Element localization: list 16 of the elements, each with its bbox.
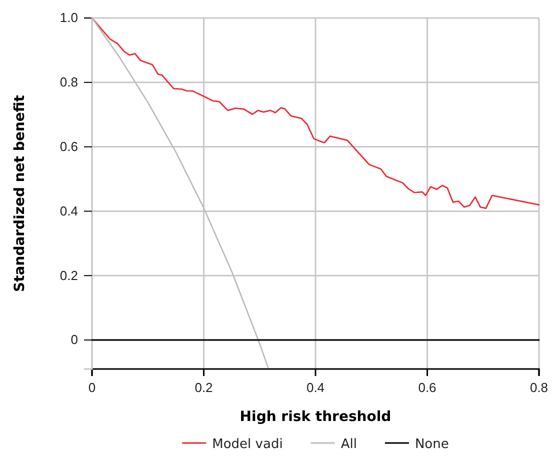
x-tick-label: 0.4 <box>306 380 325 395</box>
legend-label: Model vadi <box>212 437 283 452</box>
legend-label: None <box>414 437 449 452</box>
y-tick-label: 0.2 <box>60 268 78 283</box>
x-tick-label: 0.2 <box>194 380 213 395</box>
y-tick-label: 0.4 <box>60 203 78 218</box>
y-tick-label: 1.0 <box>60 10 78 26</box>
legend-label: All <box>340 437 357 452</box>
y-tick-label: 0.6 <box>60 138 78 154</box>
y-axis-title: Standardized net benefit <box>12 94 28 292</box>
x-axis-title: High risk threshold <box>240 409 392 425</box>
x-tick-label: 0.6 <box>418 380 436 395</box>
y-tick-label: 0.8 <box>60 74 78 90</box>
x-tick-label: 0.8 <box>530 380 548 395</box>
x-tick-label: 0 <box>88 380 96 395</box>
y-tick-label: 0 <box>70 332 78 348</box>
